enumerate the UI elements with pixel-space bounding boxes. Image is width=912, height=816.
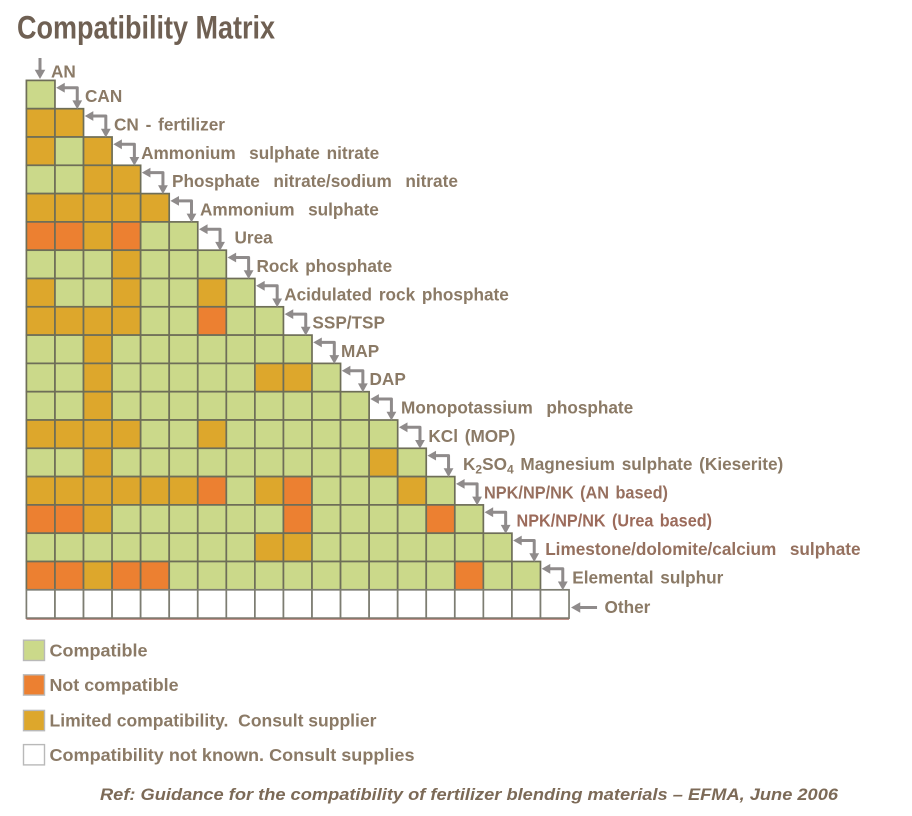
svg-text:Limestone/dolomite/calcium su: Limestone/dolomite/calcium sulphate bbox=[545, 539, 860, 559]
svg-text:Limited compatibility. Consul: Limited compatibility. Consult supplier bbox=[50, 711, 377, 731]
svg-text:Elemental sulphur: Elemental sulphur bbox=[572, 567, 723, 587]
svg-text:Acidulated rock phosphate: Acidulated rock phosphate bbox=[284, 284, 509, 304]
svg-text:Compatibility Matrix: Compatibility Matrix bbox=[17, 10, 275, 46]
svg-text:Phosphate nitrate/sodium nit: Phosphate nitrate/sodium nitrate bbox=[172, 171, 458, 191]
svg-text:Ammonium sulphate: Ammonium sulphate bbox=[200, 199, 379, 219]
svg-text:DAP: DAP bbox=[370, 369, 406, 389]
svg-text:K2SO4 Magnesium sulphate (Kies: K2SO4 Magnesium sulphate (Kieserite) bbox=[463, 454, 783, 477]
svg-text:Not compatible: Not compatible bbox=[50, 675, 179, 695]
svg-text:NPK/NP/NK (AN based): NPK/NP/NK (AN based) bbox=[484, 482, 668, 502]
svg-text:KCl (MOP): KCl (MOP) bbox=[428, 426, 515, 446]
svg-text:MAP: MAP bbox=[341, 341, 379, 361]
svg-text:NPK/NP/NK (Urea based): NPK/NP/NK (Urea based) bbox=[517, 511, 713, 531]
svg-text:Ammonium sulphate nitrate: Ammonium sulphate nitrate bbox=[141, 143, 379, 163]
svg-text:SSP/TSP: SSP/TSP bbox=[312, 313, 385, 333]
svg-text:AN: AN bbox=[51, 62, 76, 82]
svg-text:Compatibility not known. Consu: Compatibility not known. Consult supplie… bbox=[50, 745, 415, 765]
svg-text:Compatible: Compatible bbox=[50, 641, 148, 661]
svg-text:Monopotassium phosphate: Monopotassium phosphate bbox=[401, 398, 633, 418]
svg-text:CAN: CAN bbox=[85, 86, 122, 106]
svg-text:Urea: Urea bbox=[235, 228, 274, 248]
svg-text:Other: Other bbox=[605, 597, 651, 617]
svg-text:CN - fertilizer: CN - fertilizer bbox=[114, 115, 225, 135]
svg-text:Ref: Guidance for the compatib: Ref: Guidance for the compatibility of f… bbox=[100, 786, 839, 804]
svg-text:Rock phosphate: Rock phosphate bbox=[257, 256, 393, 276]
